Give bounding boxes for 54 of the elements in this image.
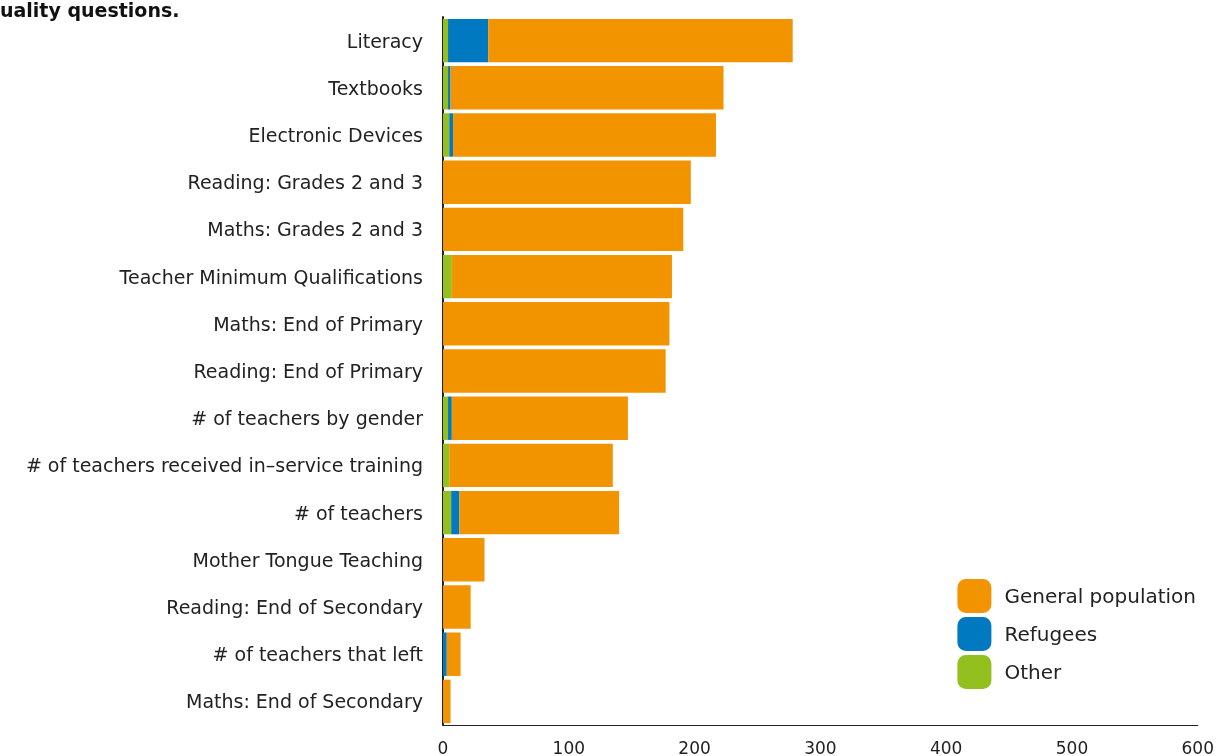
bar xyxy=(453,113,716,157)
x-tick-label: 300 xyxy=(804,737,837,756)
x-tick-label: 600 xyxy=(1181,737,1214,756)
bar xyxy=(443,538,485,582)
y-tick-label: Maths: End of Secondary xyxy=(186,690,423,713)
bar xyxy=(451,254,672,299)
bar xyxy=(451,490,460,535)
bar xyxy=(488,18,793,63)
bar xyxy=(449,443,613,488)
bar xyxy=(448,18,489,63)
legend-label: Other xyxy=(1004,660,1062,684)
y-tick-label: Literacy xyxy=(346,29,423,52)
x-tick-label: 100 xyxy=(552,737,586,756)
y-tick-label: Reading: Grades 2 and 3 xyxy=(187,171,423,194)
bar xyxy=(459,490,620,535)
bar xyxy=(443,396,449,440)
bar xyxy=(443,349,666,393)
y-tick-label: Reading: End of Secondary xyxy=(166,596,423,618)
y-tick-label: # of teachers that left xyxy=(212,643,423,666)
bar xyxy=(446,632,461,676)
y-tick-label: Reading: End of Primary xyxy=(193,360,423,382)
y-tick-label: Mother Tongue Teaching xyxy=(192,548,423,571)
legend-label: Refugees xyxy=(1004,622,1098,646)
bar xyxy=(443,679,451,724)
bar xyxy=(449,113,454,157)
x-tick-label: 0 xyxy=(437,737,449,756)
legend-label: General population xyxy=(1004,584,1197,608)
bar xyxy=(443,254,452,299)
y-tick-label: Electronic Devices xyxy=(248,124,423,146)
bar xyxy=(443,490,452,535)
bar xyxy=(443,302,670,346)
bar xyxy=(443,113,450,157)
y-tick-label: # of teachers by gender xyxy=(191,407,424,430)
y-tick-label: Teacher Minimum Qualifications xyxy=(118,265,423,288)
x-tick-label: 500 xyxy=(1055,737,1089,756)
y-tick-label: # of teachers received in–service training xyxy=(25,454,423,477)
x-tick-label: 400 xyxy=(929,737,963,756)
bar xyxy=(448,396,452,440)
y-tick-label: # of teachers xyxy=(294,501,423,524)
bar xyxy=(443,585,471,629)
bar xyxy=(443,66,449,110)
y-tick-label: Maths: Grades 2 and 3 xyxy=(207,218,423,241)
bar xyxy=(443,632,447,676)
bar xyxy=(443,207,684,252)
bar xyxy=(450,66,724,110)
bar xyxy=(443,160,691,204)
text: uality questions. xyxy=(0,0,180,21)
x-tick-label: 200 xyxy=(678,737,711,756)
y-tick-label: Maths: End of Primary xyxy=(213,312,423,335)
y-tick-label: Textbooks xyxy=(327,76,423,99)
bar xyxy=(443,443,450,488)
bar xyxy=(451,396,628,440)
bar xyxy=(448,66,451,110)
bar xyxy=(443,18,449,63)
